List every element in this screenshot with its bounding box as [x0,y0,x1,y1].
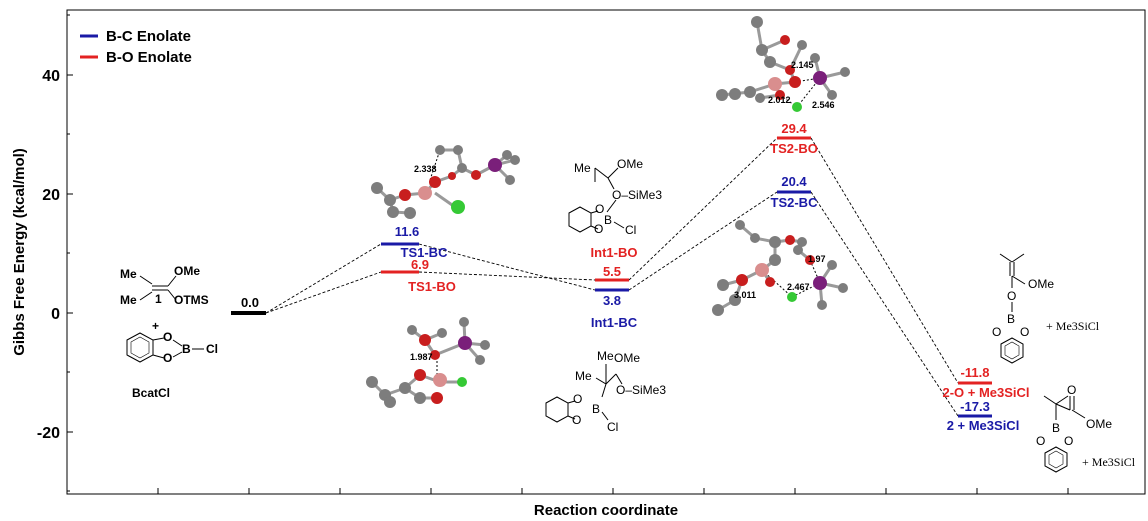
level-label-int1bo: Int1-BO [591,245,638,260]
product-bc-structure: O OMe B O O + Me3SiCl [1036,383,1136,473]
level-label-ts1bo: TS1-BO [408,279,456,294]
y-tick-label: 0 [51,306,60,323]
svg-text:O: O [163,330,172,344]
svg-text:OMe: OMe [614,351,640,365]
svg-text:OTMS: OTMS [174,293,209,307]
svg-text:BcatCl: BcatCl [132,386,170,400]
legend: B-C Enolate B-O Enolate [80,28,192,66]
svg-text:O: O [594,222,603,236]
level-label-ts1bc: TS1-BC [401,245,449,260]
distance-label: 2.467 [787,282,810,292]
svg-text:OMe: OMe [617,157,643,171]
distance-label: 2.546 [812,100,835,110]
svg-text:B: B [604,213,612,227]
level-label-p-bc: 2 + Me3SiCl [947,418,1020,433]
y-axis-title: Gibbs Free Energy (kcal/mol) [11,148,28,356]
svg-text:Me: Me [120,267,137,281]
svg-text:O–SiMe3: O–SiMe3 [616,383,666,397]
distance-label: 2.338 [414,164,437,174]
svg-text:O: O [1036,434,1045,448]
ts2bo-3d-model: 2.145 2.012 2.546 [716,16,850,112]
svg-text:Me: Me [120,293,137,307]
level-value-ts2bc: 20.4 [781,174,807,189]
svg-text:+: + [152,319,159,333]
svg-text:B: B [1052,421,1060,435]
dashed-connectors [265,137,959,417]
level-label-int1bc: Int1-BC [591,315,638,330]
svg-text:Me: Me [574,161,591,175]
int1bc-structure: Me Me OMe O–SiMe3 O O B Cl [545,349,666,434]
svg-text:B: B [182,342,191,356]
svg-text:O: O [1007,289,1016,303]
plot-frame [66,9,1146,495]
svg-text:O–SiMe3: O–SiMe3 [612,188,662,202]
distance-label: 3.011 [734,290,756,300]
svg-text:O: O [1020,325,1029,339]
level-value-ts1bc: 11.6 [395,224,420,239]
y-tick-label: -20 [37,425,60,442]
level-label-p-bo: 2-O + Me3SiCl [942,385,1029,400]
svg-text:O: O [992,325,1001,339]
svg-text:O: O [1064,434,1073,448]
svg-text:OMe: OMe [1028,277,1054,291]
x-ticks [157,488,1069,494]
reactant-structure: Me Me 1 OMe OTMS + O O B Cl BcatCl [120,264,218,400]
level-value-int1bc: 3.8 [603,293,621,308]
int1bo-structure: Me OMe O–SiMe3 O O B Cl [568,157,662,237]
distance-label: 1.97 [808,254,826,264]
svg-text:O: O [572,413,581,427]
svg-text:OMe: OMe [174,264,200,278]
ts2bc-3d-model: 1.97 3.011 2.467 [712,220,848,316]
level-label-ts2bo: TS2-BO [770,141,818,156]
ts1bc-3d-model: 2.338 [371,145,520,219]
legend-label-bc: B-C Enolate [106,28,191,45]
legend-label-bo: B-O Enolate [106,49,192,66]
level-label-ts2bc: TS2-BC [771,195,819,210]
svg-text:+ Me3SiCl: + Me3SiCl [1046,319,1100,333]
distance-label: 2.012 [768,95,791,105]
svg-text:O: O [595,202,604,216]
y-tick-label: 20 [42,187,60,204]
svg-text:Me: Me [597,349,614,363]
level-value-ts2bo: 29.4 [781,121,807,136]
distance-label: 1.987 [410,352,433,362]
level-value-ts1bo: 6.9 [411,257,429,272]
y-ticks [67,14,73,492]
svg-text:+ Me3SiCl: + Me3SiCl [1082,455,1136,469]
level-value-int1bo: 5.5 [603,264,621,279]
ts1bo-3d-model: 1.987 [366,317,490,408]
product-bo-structure: OMe O B O O + Me3SiCl [992,253,1100,364]
svg-text:O: O [1067,383,1076,397]
svg-text:Cl: Cl [625,223,636,237]
svg-text:O: O [573,392,582,406]
svg-text:Cl: Cl [607,420,618,434]
svg-text:Cl: Cl [206,342,218,356]
level-value-p-bo: -11.8 [961,365,990,380]
svg-text:OMe: OMe [1086,417,1112,431]
y-tick-label: 40 [42,68,60,85]
x-axis-title: Reaction coordinate [534,502,678,519]
svg-text:O: O [163,351,172,365]
distance-label: 2.145 [791,60,814,70]
svg-text:B: B [592,402,600,416]
svg-text:1: 1 [155,292,162,306]
svg-text:B: B [1007,312,1015,326]
level-value-p-bc: -17.3 [960,399,990,414]
svg-text:Me: Me [575,369,592,383]
level-value-ref: 0.0 [241,295,259,310]
